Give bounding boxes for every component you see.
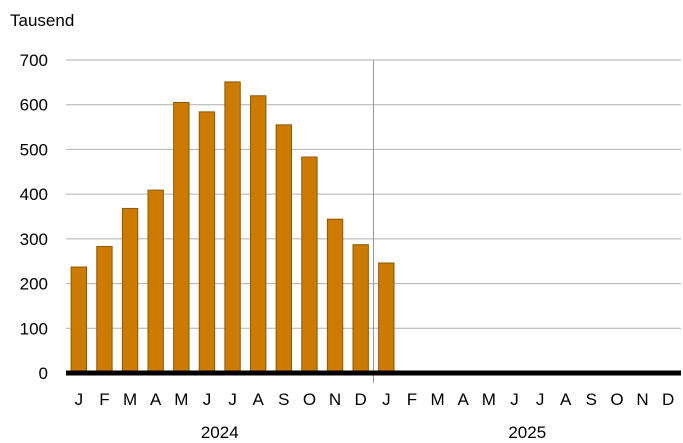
x-tick-label: D	[662, 390, 674, 409]
bar	[250, 95, 267, 374]
x-tick-label: M	[174, 390, 188, 409]
x-tick-label: M	[123, 390, 137, 409]
y-tick-label: 600	[20, 96, 48, 115]
bar	[326, 218, 344, 374]
x-tick-label: A	[253, 390, 265, 409]
y-tick-label: 200	[20, 275, 48, 294]
y-axis-unit-label: Tausend	[10, 11, 74, 30]
x-tick-label: J	[203, 390, 212, 409]
x-tick-label: J	[510, 390, 519, 409]
y-axis-tick-labels: 0 100 200 300 400 500 600 700	[20, 51, 48, 383]
x-tick-label: N	[329, 390, 341, 409]
bar	[147, 189, 164, 374]
x-tick-label: N	[636, 390, 648, 409]
bar	[378, 262, 395, 374]
bar	[224, 81, 241, 374]
x-tick-label: S	[278, 390, 289, 409]
y-tick-label: 100	[20, 319, 48, 338]
x-tick-label: J	[75, 390, 84, 409]
bar	[301, 156, 318, 374]
x-tick-label: A	[150, 390, 162, 409]
bar	[96, 245, 113, 374]
x-tick-label: M	[430, 390, 444, 409]
x-tick-label: J	[536, 390, 545, 409]
x-tick-label: J	[382, 390, 391, 409]
x-tick-label: F	[99, 390, 109, 409]
y-tick-label: 500	[20, 140, 48, 159]
bar-series	[70, 81, 395, 374]
y-tick-label: 300	[20, 230, 48, 249]
x-tick-label: A	[560, 390, 572, 409]
x-tick-label: O	[303, 390, 316, 409]
y-tick-label: 700	[20, 51, 48, 70]
y-tick-label: 400	[20, 185, 48, 204]
x-tick-label: F	[407, 390, 417, 409]
year-label: 2024	[201, 423, 239, 442]
x-tick-label: D	[355, 390, 367, 409]
bar	[275, 124, 292, 374]
x-tick-label: A	[458, 390, 470, 409]
bar	[121, 207, 139, 374]
x-axis-year-labels: 2024 2025	[201, 423, 546, 442]
bar	[70, 266, 87, 374]
bar	[352, 244, 369, 374]
x-tick-label: O	[610, 390, 623, 409]
x-tick-label: S	[586, 390, 597, 409]
bar	[173, 101, 190, 374]
x-tick-label: M	[482, 390, 496, 409]
x-tick-label: J	[228, 390, 237, 409]
bar	[198, 111, 216, 374]
y-tick-label: 0	[39, 364, 48, 383]
year-label: 2025	[508, 423, 546, 442]
